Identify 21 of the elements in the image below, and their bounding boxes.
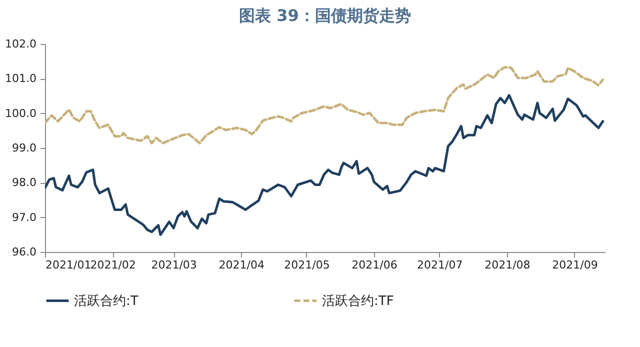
line-series	[45, 66, 604, 144]
legend-label: 活跃合约:TF	[322, 294, 394, 309]
y-tick-label: 99.0	[12, 142, 36, 154]
x-tick-label: 2021/07	[417, 258, 463, 272]
y-tick-label: 96.0	[12, 246, 36, 258]
x-tick-label: 2021/09	[552, 258, 598, 272]
line-series	[45, 94, 604, 236]
x-tick-label: 2021/05	[284, 258, 330, 272]
y-tick-label: 102.0	[5, 38, 36, 50]
x-tick-label: 2021/01	[46, 258, 92, 272]
x-tick-label: 2021/08	[484, 258, 530, 272]
x-tick-label: 2021/02	[90, 258, 136, 272]
x-tick-label: 2021/06	[352, 258, 398, 272]
y-tick-label: 101.0	[5, 72, 36, 86]
chart-title: 图表 39：国债期货走势	[239, 6, 411, 25]
x-tick-label: 2021/04	[218, 258, 264, 272]
y-tick-label: 97.0	[12, 210, 36, 224]
legend-label: 活跃合约:T	[74, 294, 138, 309]
y-tick-label: 100.0	[5, 106, 36, 120]
x-tick-label: 2021/03	[151, 258, 197, 272]
y-tick-label: 98.0	[12, 176, 36, 190]
